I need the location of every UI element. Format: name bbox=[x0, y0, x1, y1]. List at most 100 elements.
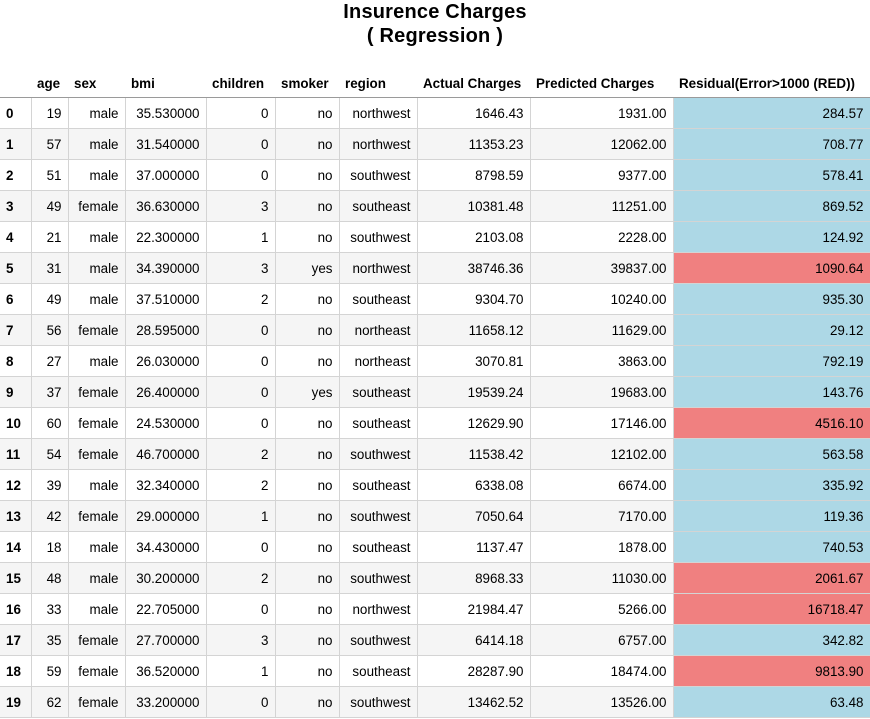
cell-residual: 143.76 bbox=[672, 376, 870, 408]
cell-smoker: no bbox=[274, 283, 340, 315]
cell-actual-charges: 11353.23 bbox=[416, 128, 531, 160]
cell-region: southwest bbox=[338, 500, 418, 532]
cell-age: 31 bbox=[30, 252, 69, 284]
cell-residual: 792.19 bbox=[672, 345, 870, 377]
cell-region: southeast bbox=[338, 376, 418, 408]
cell-smoker: no bbox=[274, 469, 340, 501]
cell-age: 62 bbox=[30, 686, 69, 718]
row-index: 14 bbox=[0, 531, 31, 563]
cell-residual: 29.12 bbox=[672, 314, 870, 346]
row-index: 4 bbox=[0, 221, 31, 253]
cell-sex: male bbox=[67, 345, 126, 377]
cell-predicted-charges: 17146.00 bbox=[529, 407, 674, 439]
cell-sex: female bbox=[67, 686, 126, 718]
cell-sex: female bbox=[67, 190, 126, 222]
table-row: 11 54 female 46.700000 2 no southwest 11538.42 1… bbox=[0, 438, 870, 470]
row-index: 18 bbox=[0, 655, 31, 687]
title-subtitle: ( Regression ) bbox=[366, 25, 504, 47]
cell-sex: male bbox=[67, 252, 126, 284]
cell-actual-charges: 1137.47 bbox=[416, 531, 531, 563]
table-row: 4 21 male 22.300000 1 no southwest 2103.08 2228.… bbox=[0, 221, 870, 253]
cell-residual: 869.52 bbox=[672, 190, 870, 222]
cell-bmi: 30.200000 bbox=[124, 562, 207, 594]
cell-residual: 563.58 bbox=[672, 438, 870, 470]
cell-region: northeast bbox=[338, 314, 418, 346]
table-row: 18 59 female 36.520000 1 no southeast 28287.90 1… bbox=[0, 655, 870, 687]
cell-sex: female bbox=[67, 500, 126, 532]
cell-actual-charges: 7050.64 bbox=[416, 500, 531, 532]
cell-age: 54 bbox=[30, 438, 69, 470]
cell-sex: male bbox=[67, 128, 126, 160]
cell-children: 0 bbox=[205, 97, 276, 129]
table-row: 0 19 male 35.530000 0 no northwest 1646.43 1931.… bbox=[0, 97, 870, 129]
cell-sex: female bbox=[67, 407, 126, 439]
cell-region: southeast bbox=[338, 283, 418, 315]
cell-bmi: 26.400000 bbox=[124, 376, 207, 408]
cell-children: 0 bbox=[205, 593, 276, 625]
cell-predicted-charges: 3863.00 bbox=[529, 345, 674, 377]
cell-sex: female bbox=[67, 314, 126, 346]
table-row: 7 56 female 28.595000 0 no northeast 11658.12 11… bbox=[0, 314, 870, 346]
cell-children: 1 bbox=[205, 655, 276, 687]
cell-bmi: 46.700000 bbox=[124, 438, 207, 470]
cell-children: 0 bbox=[205, 314, 276, 346]
cell-residual-error: 2061.67 bbox=[672, 562, 870, 594]
cell-sex: male bbox=[67, 469, 126, 501]
row-index: 6 bbox=[0, 283, 31, 315]
cell-children: 3 bbox=[205, 252, 276, 284]
cell-bmi: 29.000000 bbox=[124, 500, 207, 532]
header-sex: sex bbox=[68, 69, 125, 98]
row-index: 12 bbox=[0, 469, 31, 501]
header-index bbox=[0, 69, 31, 98]
cell-predicted-charges: 1878.00 bbox=[529, 531, 674, 563]
cell-bmi: 31.540000 bbox=[124, 128, 207, 160]
row-index: 13 bbox=[0, 500, 31, 532]
cell-actual-charges: 11538.42 bbox=[416, 438, 531, 470]
cell-age: 18 bbox=[30, 531, 69, 563]
table-row: 2 51 male 37.000000 0 no southwest 8798.59 9377.… bbox=[0, 159, 870, 191]
row-index: 1 bbox=[0, 128, 31, 160]
row-index: 17 bbox=[0, 624, 31, 656]
header-residual: Residual(Error>1000 (RED)) bbox=[673, 69, 870, 98]
cell-age: 37 bbox=[30, 376, 69, 408]
table-row: 9 37 female 26.400000 0 yes southeast 19539.24 1… bbox=[0, 376, 870, 408]
table-row: 10 60 female 24.530000 0 no southeast 12629.90 1… bbox=[0, 407, 870, 439]
cell-smoker: no bbox=[274, 531, 340, 563]
cell-predicted-charges: 6674.00 bbox=[529, 469, 674, 501]
cell-residual: 935.30 bbox=[672, 283, 870, 315]
cell-predicted-charges: 13526.00 bbox=[529, 686, 674, 718]
table-row: 12 39 male 32.340000 2 no southeast 6338.08 6674… bbox=[0, 469, 870, 501]
cell-region: southeast bbox=[338, 190, 418, 222]
cell-age: 59 bbox=[30, 655, 69, 687]
cell-bmi: 22.300000 bbox=[124, 221, 207, 253]
table-row: 15 48 male 30.200000 2 no southwest 8968.33 1103… bbox=[0, 562, 870, 594]
results-table: age sex bmi children smoker region Actua… bbox=[0, 69, 870, 718]
cell-actual-charges: 28287.90 bbox=[416, 655, 531, 687]
cell-predicted-charges: 5266.00 bbox=[529, 593, 674, 625]
cell-predicted-charges: 11629.00 bbox=[529, 314, 674, 346]
cell-sex: female bbox=[67, 376, 126, 408]
cell-sex: male bbox=[67, 97, 126, 129]
row-index: 19 bbox=[0, 686, 31, 718]
cell-bmi: 36.630000 bbox=[124, 190, 207, 222]
cell-sex: female bbox=[67, 438, 126, 470]
cell-children: 0 bbox=[205, 686, 276, 718]
cell-age: 42 bbox=[30, 500, 69, 532]
cell-age: 49 bbox=[30, 283, 69, 315]
cell-bmi: 28.595000 bbox=[124, 314, 207, 346]
header-smoker: smoker bbox=[275, 69, 339, 98]
row-index: 7 bbox=[0, 314, 31, 346]
cell-smoker: no bbox=[274, 97, 340, 129]
cell-children: 0 bbox=[205, 345, 276, 377]
row-index: 10 bbox=[0, 407, 31, 439]
table-row: 8 27 male 26.030000 0 no northeast 3070.81 3863.… bbox=[0, 345, 870, 377]
cell-actual-charges: 6338.08 bbox=[416, 469, 531, 501]
cell-age: 39 bbox=[30, 469, 69, 501]
cell-residual-error: 16718.47 bbox=[672, 593, 870, 625]
cell-bmi: 36.520000 bbox=[124, 655, 207, 687]
cell-sex: male bbox=[67, 531, 126, 563]
cell-predicted-charges: 11030.00 bbox=[529, 562, 674, 594]
row-index: 15 bbox=[0, 562, 31, 594]
row-index: 9 bbox=[0, 376, 31, 408]
cell-actual-charges: 8968.33 bbox=[416, 562, 531, 594]
